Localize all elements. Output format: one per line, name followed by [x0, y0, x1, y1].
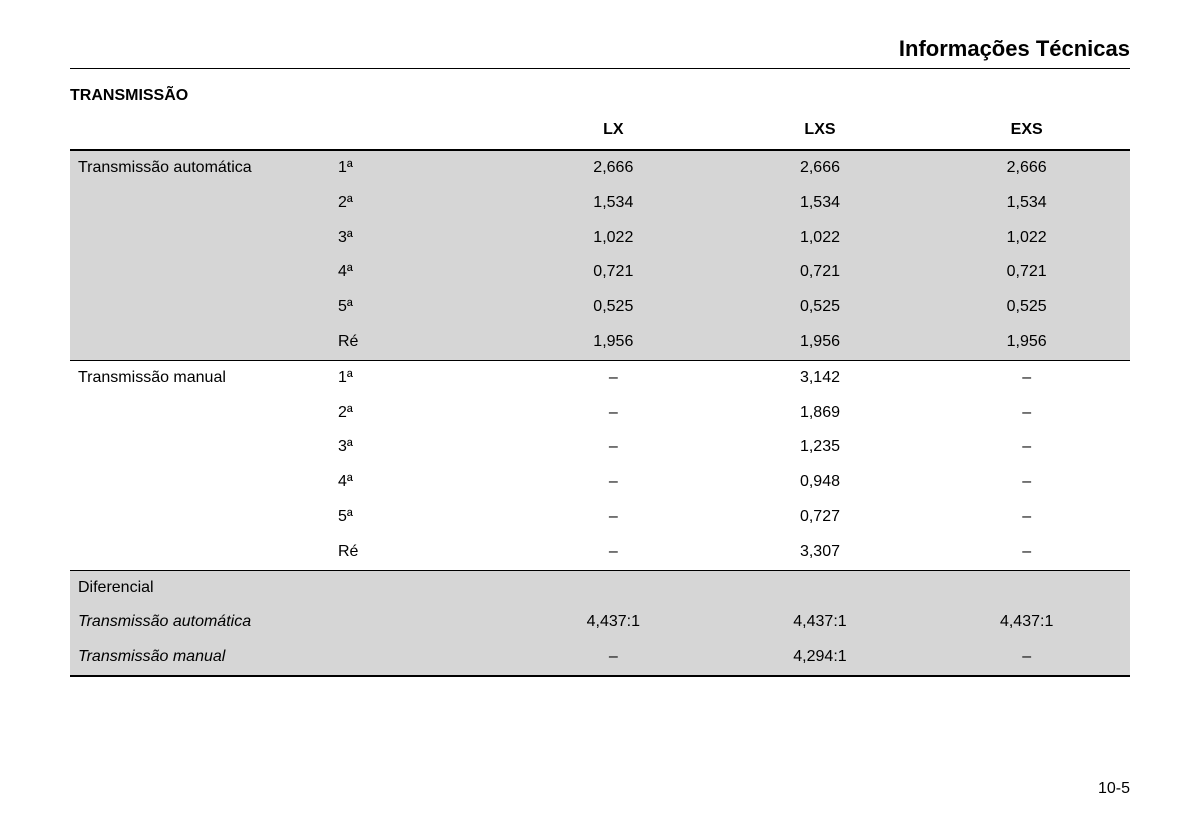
- cell-value: –: [923, 500, 1130, 535]
- diff-sub-label: Transmissão automática: [70, 605, 510, 640]
- table-row: Transmissão manual – 4,294:1 –: [70, 640, 1130, 676]
- table-row: Transmissão automática 1ª 2,666 2,666 2,…: [70, 150, 1130, 186]
- cell-value: –: [510, 500, 717, 535]
- page-number: 10-5: [1098, 780, 1130, 798]
- cell-gear: 5ª: [330, 290, 510, 325]
- col-header-lxs: LXS: [717, 115, 924, 150]
- cell-value: 2,666: [510, 150, 717, 186]
- transmission-table: LX LXS EXS Transmissão automática 1ª 2,6…: [70, 115, 1130, 677]
- cell-gear: 2ª: [330, 186, 510, 221]
- cell-value: 1,956: [510, 325, 717, 360]
- cell-value: 0,525: [717, 290, 924, 325]
- cell-value: –: [923, 535, 1130, 570]
- group-label-auto: Transmissão automática: [70, 150, 330, 360]
- cell-value: 1,869: [717, 396, 924, 431]
- cell-value: –: [510, 396, 717, 431]
- cell-value: 2,666: [923, 150, 1130, 186]
- cell-value: –: [510, 640, 717, 676]
- table-header-row: LX LXS EXS: [70, 115, 1130, 150]
- cell-gear: 3ª: [330, 221, 510, 256]
- cell-value: 1,022: [717, 221, 924, 256]
- group-label-diff: Diferencial: [70, 570, 1130, 605]
- cell-gear: 4ª: [330, 255, 510, 290]
- page-title: Informações Técnicas: [70, 36, 1130, 69]
- cell-value: 2,666: [717, 150, 924, 186]
- table-row: Transmissão automática 4,437:1 4,437:1 4…: [70, 605, 1130, 640]
- cell-value: 0,525: [923, 290, 1130, 325]
- cell-value: –: [923, 640, 1130, 676]
- cell-value: 0,721: [717, 255, 924, 290]
- cell-value: 3,142: [717, 360, 924, 395]
- cell-value: –: [510, 535, 717, 570]
- diff-sub-label: Transmissão manual: [70, 640, 510, 676]
- cell-value: –: [510, 465, 717, 500]
- cell-value: –: [510, 430, 717, 465]
- cell-value: 4,437:1: [510, 605, 717, 640]
- cell-value: 4,294:1: [717, 640, 924, 676]
- cell-value: 1,235: [717, 430, 924, 465]
- cell-value: –: [923, 465, 1130, 500]
- cell-value: 1,534: [510, 186, 717, 221]
- cell-value: 1,956: [923, 325, 1130, 360]
- cell-gear: 2ª: [330, 396, 510, 431]
- cell-value: 0,948: [717, 465, 924, 500]
- col-header-blank1: [70, 115, 330, 150]
- cell-value: –: [923, 430, 1130, 465]
- table-row: Transmissão manual 1ª – 3,142 –: [70, 360, 1130, 395]
- cell-value: 3,307: [717, 535, 924, 570]
- cell-value: 1,534: [923, 186, 1130, 221]
- cell-value: –: [923, 360, 1130, 395]
- cell-gear: 1ª: [330, 150, 510, 186]
- cell-value: –: [510, 360, 717, 395]
- section-title: TRANSMISSÃO: [70, 87, 1130, 105]
- cell-value: 0,721: [923, 255, 1130, 290]
- cell-gear: 1ª: [330, 360, 510, 395]
- cell-value: 0,727: [717, 500, 924, 535]
- cell-gear: Ré: [330, 325, 510, 360]
- cell-value: 1,534: [717, 186, 924, 221]
- cell-value: –: [923, 396, 1130, 431]
- group-label-manual: Transmissão manual: [70, 360, 330, 570]
- cell-value: 4,437:1: [923, 605, 1130, 640]
- cell-value: 1,956: [717, 325, 924, 360]
- cell-value: 0,721: [510, 255, 717, 290]
- cell-gear: Ré: [330, 535, 510, 570]
- cell-gear: 3ª: [330, 430, 510, 465]
- table-row: Diferencial: [70, 570, 1130, 605]
- cell-gear: 4ª: [330, 465, 510, 500]
- col-header-blank2: [330, 115, 510, 150]
- page: Informações Técnicas TRANSMISSÃO LX LXS …: [0, 0, 1200, 826]
- cell-value: 4,437:1: [717, 605, 924, 640]
- cell-value: 0,525: [510, 290, 717, 325]
- col-header-lx: LX: [510, 115, 717, 150]
- cell-value: 1,022: [510, 221, 717, 256]
- cell-value: 1,022: [923, 221, 1130, 256]
- col-header-exs: EXS: [923, 115, 1130, 150]
- cell-gear: 5ª: [330, 500, 510, 535]
